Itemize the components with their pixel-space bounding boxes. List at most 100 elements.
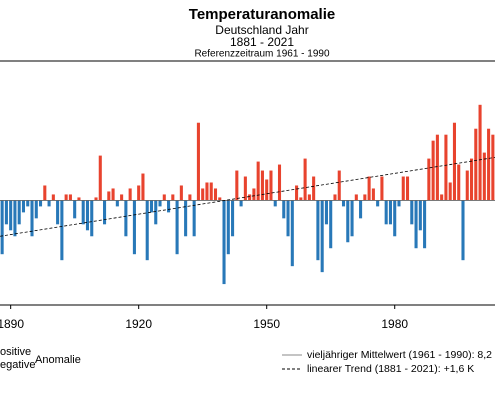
bar — [478, 104, 482, 201]
x-tick-label: 1980 — [381, 317, 408, 331]
bar — [205, 182, 209, 201]
bar — [277, 164, 282, 201]
legend-trend: linearer Trend (1881 - 2021): +1,6 K — [307, 363, 474, 375]
legend-mean: vieljähriger Mittelwert (1961 - 1990): 8… — [307, 349, 495, 361]
bar — [333, 194, 337, 201]
bar — [269, 170, 273, 201]
bar — [384, 200, 388, 225]
bar — [107, 191, 111, 201]
bar — [320, 200, 324, 273]
bar — [418, 200, 422, 231]
bar — [363, 194, 367, 201]
bar — [145, 200, 149, 261]
bar — [231, 200, 235, 237]
bar — [167, 200, 171, 213]
bar — [388, 200, 392, 225]
bar — [201, 188, 205, 201]
legend-positive: ositive — [0, 346, 31, 358]
bar — [64, 194, 68, 201]
bar — [209, 182, 213, 201]
bar — [354, 194, 358, 201]
bar — [346, 200, 350, 243]
bar — [77, 197, 81, 201]
bar — [423, 200, 427, 249]
bar — [26, 200, 30, 207]
bar — [324, 200, 328, 225]
chart-title: Temperaturanomalie — [189, 6, 335, 23]
bar — [218, 197, 222, 201]
bar — [13, 200, 17, 237]
bar — [175, 200, 179, 255]
bar — [487, 128, 491, 201]
bar — [158, 200, 162, 207]
bar — [465, 170, 469, 201]
bar — [393, 200, 397, 237]
bar — [43, 185, 47, 201]
bar — [179, 185, 183, 201]
bar — [414, 200, 418, 249]
bar — [213, 188, 218, 201]
bar — [307, 194, 311, 201]
chart-reference: Referenzzeitraum 1961 - 1990 — [194, 49, 330, 60]
bar — [491, 134, 495, 201]
bar — [448, 182, 452, 201]
bar — [162, 194, 166, 201]
bar — [367, 176, 371, 201]
bar — [4, 200, 8, 225]
bar — [256, 161, 260, 201]
bar — [149, 200, 154, 213]
bar — [444, 134, 448, 201]
bar — [184, 200, 188, 237]
bar — [440, 194, 444, 201]
bar — [103, 200, 107, 225]
bar — [337, 170, 341, 201]
bar — [380, 176, 384, 201]
bar — [235, 170, 239, 201]
bar — [303, 158, 307, 201]
bar — [248, 194, 252, 201]
bar — [350, 200, 354, 237]
bar — [111, 188, 115, 201]
bar — [371, 188, 375, 201]
x-tick-label: 1950 — [253, 317, 280, 331]
bar — [115, 200, 119, 207]
bar — [90, 200, 94, 237]
bar — [154, 200, 158, 225]
bar — [226, 200, 230, 255]
bar — [196, 122, 200, 201]
bar — [188, 194, 192, 201]
bar — [21, 200, 26, 213]
bar — [290, 200, 294, 267]
bar — [461, 200, 465, 261]
bar — [85, 200, 90, 231]
bar — [474, 128, 478, 201]
bar — [56, 200, 60, 225]
bar — [431, 140, 435, 201]
bar — [68, 194, 72, 201]
bar — [124, 200, 128, 237]
bar — [222, 200, 226, 285]
trend-line — [0, 156, 495, 237]
bar — [98, 155, 102, 201]
bar — [329, 200, 333, 249]
bar — [39, 200, 43, 207]
bar — [171, 194, 175, 201]
bar — [405, 176, 410, 201]
bar — [0, 200, 4, 255]
bar — [34, 200, 38, 219]
bar — [397, 200, 401, 207]
bar — [435, 134, 439, 201]
bar — [141, 173, 145, 201]
bar — [81, 200, 85, 225]
bar — [73, 200, 77, 219]
legend-anomaly: Anomalie — [35, 354, 81, 366]
bar — [239, 200, 243, 207]
bar — [137, 185, 141, 201]
bar — [295, 185, 299, 201]
bar — [243, 176, 247, 201]
x-tick-label: 1890 — [0, 317, 24, 331]
bar — [128, 188, 132, 201]
bar — [312, 176, 316, 201]
chart-subtitle: Deutschland Jahr — [215, 23, 308, 37]
bar — [132, 200, 136, 255]
